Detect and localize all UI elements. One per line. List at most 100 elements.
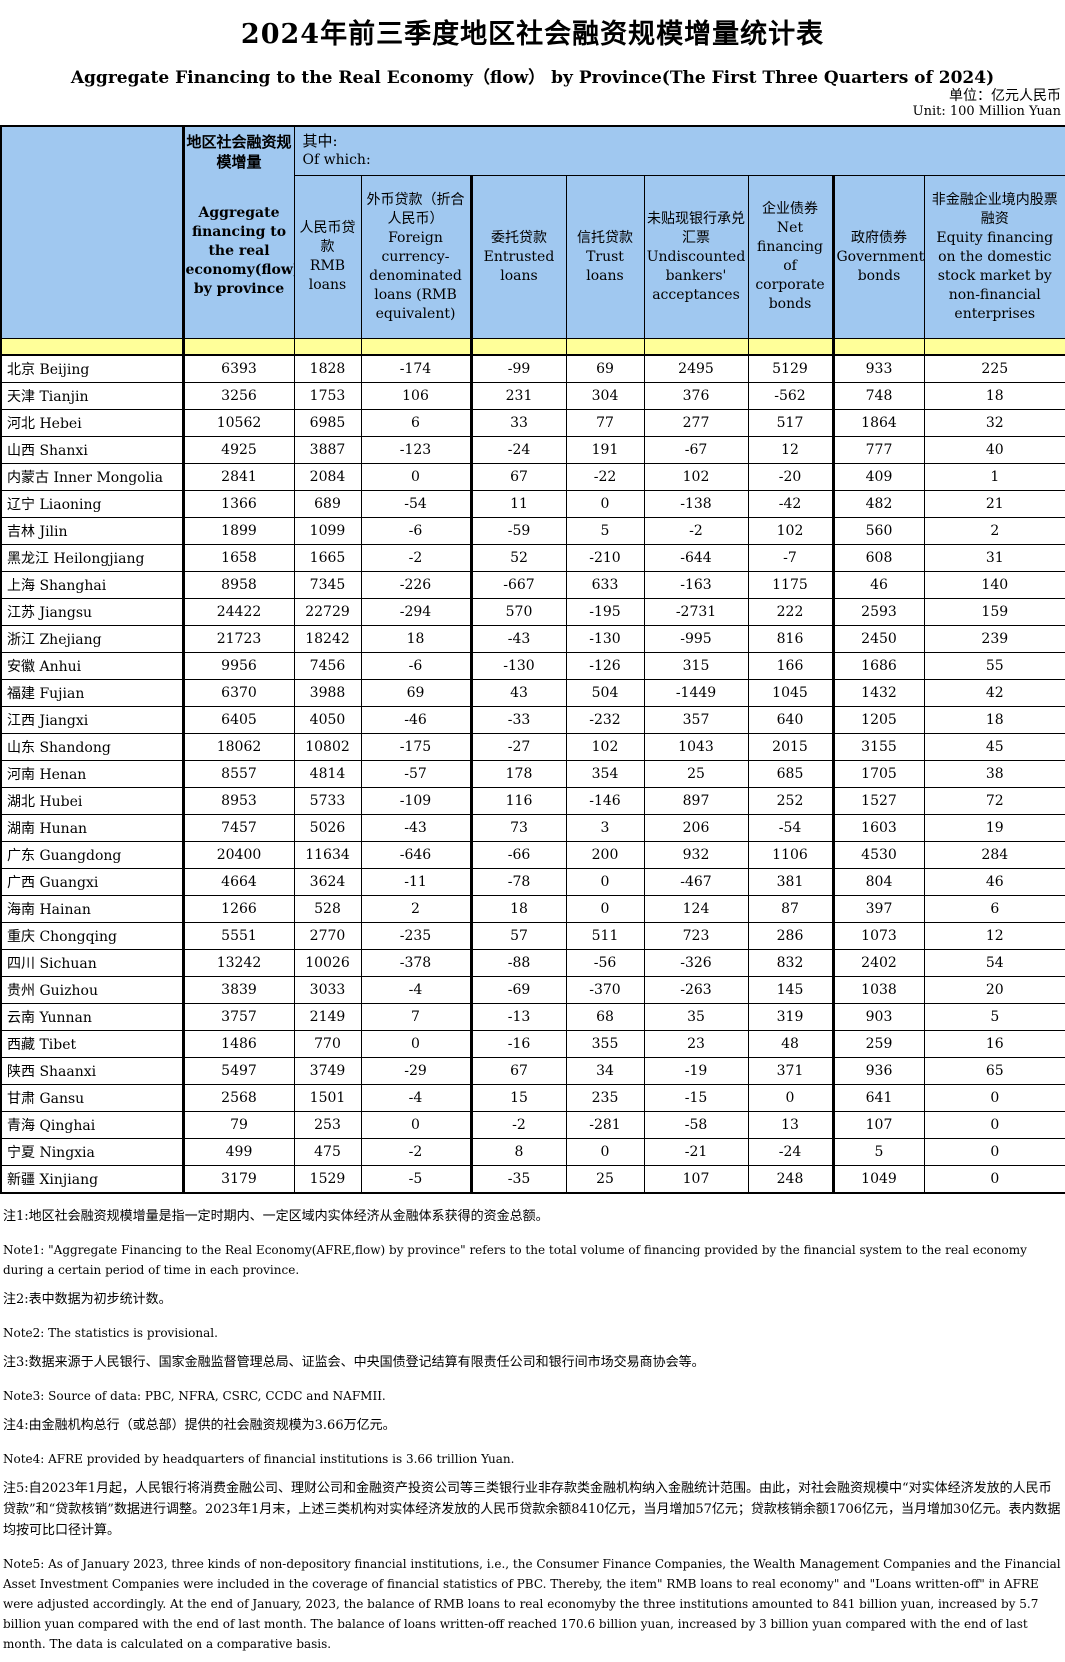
value-cell: -2 [361, 1139, 471, 1166]
value-cell: 239 [924, 626, 1065, 653]
value-cell: 5497 [183, 1058, 294, 1085]
value-cell: -15 [644, 1085, 748, 1112]
value-cell: -226 [361, 572, 471, 599]
province-cell: 辽宁 Liaoning [1, 491, 183, 518]
province-name-en: Zhejiang [39, 632, 101, 648]
value-cell: 933 [833, 355, 924, 383]
province-cell: 甘肃 Gansu [1, 1085, 183, 1112]
subheader-rmb-loans: 人民币贷款 RMB loans [294, 176, 361, 339]
value-cell: 1529 [294, 1166, 361, 1194]
value-cell: 3033 [294, 977, 361, 1004]
value-cell: 355 [566, 1031, 644, 1058]
value-cell: -175 [361, 734, 471, 761]
value-cell: 0 [566, 869, 644, 896]
value-cell: -43 [361, 815, 471, 842]
value-cell: 689 [294, 491, 361, 518]
value-cell: 1 [924, 464, 1065, 491]
value-cell: 40 [924, 437, 1065, 464]
value-cell: -138 [644, 491, 748, 518]
value-cell: -6 [361, 518, 471, 545]
value-cell: -467 [644, 869, 748, 896]
of-which-en: Of which: [303, 151, 1065, 169]
value-cell: -4 [361, 977, 471, 1004]
province-name-en: Guizhou [39, 983, 98, 999]
value-cell: 7345 [294, 572, 361, 599]
province-cell: 河南 Henan [1, 761, 183, 788]
subheader-undiscounted-acceptances: 未贴现银行承兑汇票 Undiscounted bankers' acceptan… [644, 176, 748, 339]
value-cell: -43 [471, 626, 566, 653]
value-cell: 18 [924, 383, 1065, 410]
province-name-en: Hainan [39, 902, 90, 918]
value-cell: -69 [471, 977, 566, 1004]
value-cell: -163 [644, 572, 748, 599]
value-cell: 57 [471, 923, 566, 950]
value-cell: 200 [566, 842, 644, 869]
province-name-en: Jilin [39, 524, 67, 540]
value-cell: 22729 [294, 599, 361, 626]
subheader-corporate-bonds: 企业债券 Net financing of corporate bonds [748, 176, 833, 339]
value-cell: 68 [566, 1004, 644, 1031]
value-cell: 2450 [833, 626, 924, 653]
province-name-zh: 天津 [7, 389, 35, 405]
value-cell: -210 [566, 545, 644, 572]
value-cell: 1175 [748, 572, 833, 599]
value-cell: 3887 [294, 437, 361, 464]
note2-zh: 注2:表中数据为初步统计数。 [3, 1289, 1063, 1310]
value-cell: 1043 [644, 734, 748, 761]
value-cell: 140 [924, 572, 1065, 599]
province-name-en: Anhui [39, 659, 81, 675]
value-cell: 5 [924, 1004, 1065, 1031]
value-cell: -4 [361, 1085, 471, 1112]
province-cell: 内蒙古 Inner Mongolia [1, 464, 183, 491]
value-cell: 816 [748, 626, 833, 653]
province-cell: 黑龙江 Heilongjiang [1, 545, 183, 572]
value-cell: 2084 [294, 464, 361, 491]
value-cell: 248 [748, 1166, 833, 1194]
value-cell: 0 [924, 1112, 1065, 1139]
value-cell: 723 [644, 923, 748, 950]
value-cell: -174 [361, 355, 471, 383]
value-cell: 0 [924, 1166, 1065, 1194]
province-cell: 福建 Fujian [1, 680, 183, 707]
aggregate-header-en: Aggregate financing to the real economy(… [186, 204, 293, 299]
value-cell: 1106 [748, 842, 833, 869]
value-cell: 1686 [833, 653, 924, 680]
value-cell: 1266 [183, 896, 294, 923]
value-cell: 259 [833, 1031, 924, 1058]
province-name-zh: 新疆 [7, 1172, 35, 1188]
value-cell: 1828 [294, 355, 361, 383]
value-cell: 13242 [183, 950, 294, 977]
value-cell: 319 [748, 1004, 833, 1031]
value-cell: 23 [644, 1031, 748, 1058]
corner-cell [1, 126, 183, 339]
province-name-en: Ningxia [39, 1145, 94, 1161]
value-cell: 0 [924, 1085, 1065, 1112]
value-cell: 231 [471, 383, 566, 410]
province-name-zh: 安徽 [7, 659, 35, 675]
value-cell: -88 [471, 950, 566, 977]
value-cell: -232 [566, 707, 644, 734]
value-cell: 87 [748, 896, 833, 923]
value-cell: 4664 [183, 869, 294, 896]
value-cell: 504 [566, 680, 644, 707]
subheader-government-bonds: 政府债券 Government bonds [833, 176, 924, 339]
value-cell: 1045 [748, 680, 833, 707]
value-cell: 0 [924, 1139, 1065, 1166]
value-cell: 15 [471, 1085, 566, 1112]
province-cell: 湖南 Hunan [1, 815, 183, 842]
province-name-zh: 广西 [7, 875, 35, 891]
value-cell: -146 [566, 788, 644, 815]
value-cell: 4050 [294, 707, 361, 734]
province-cell: 四川 Sichuan [1, 950, 183, 977]
value-cell: 0 [566, 896, 644, 923]
band-cell [183, 339, 294, 356]
province-cell: 天津 Tianjin [1, 383, 183, 410]
band-cell [924, 339, 1065, 356]
province-name-en: Chongqing [39, 929, 117, 945]
value-cell: 1366 [183, 491, 294, 518]
